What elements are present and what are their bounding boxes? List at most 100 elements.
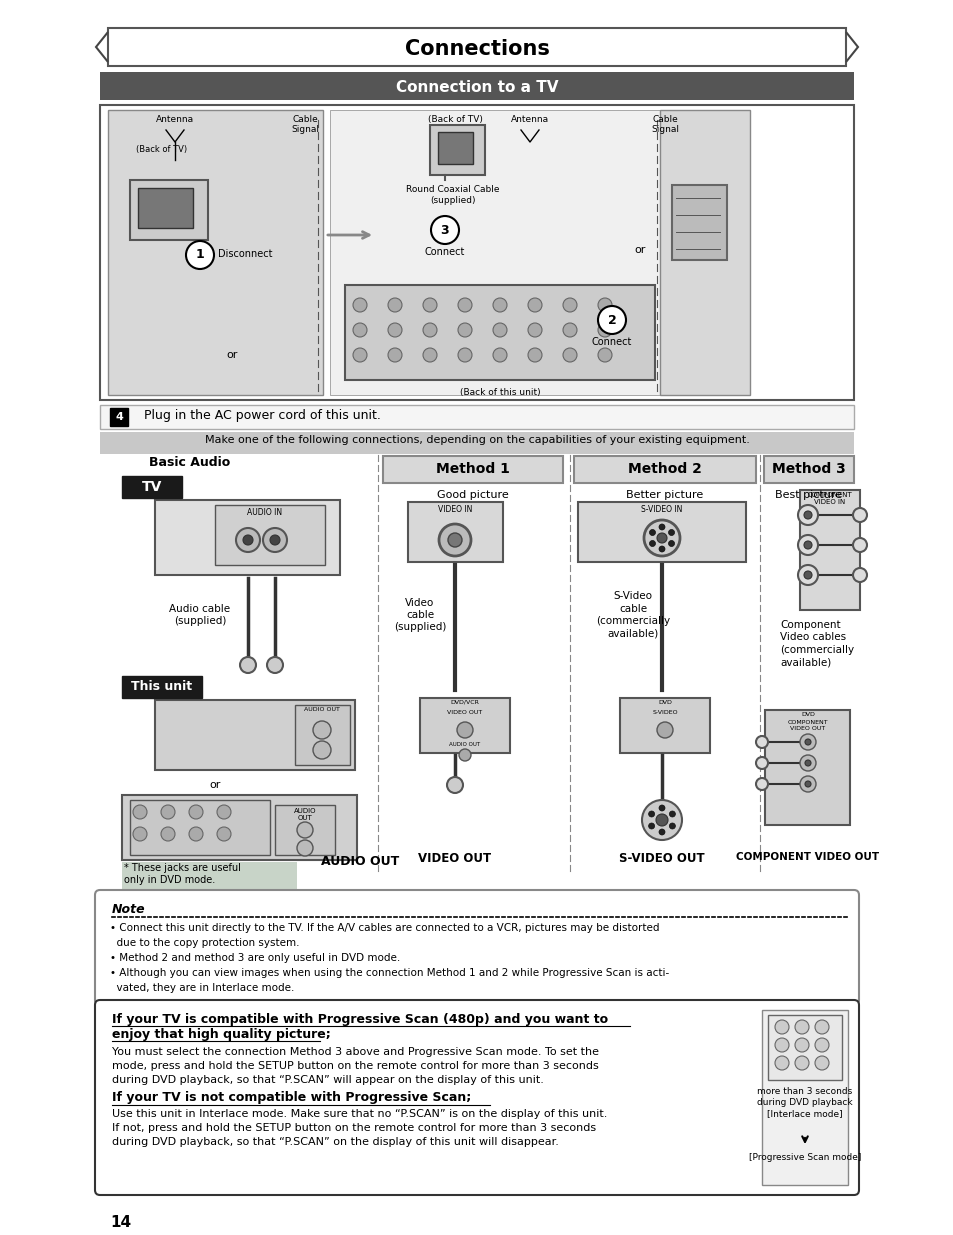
Circle shape	[527, 324, 541, 337]
Bar	[764, 710, 849, 825]
Circle shape	[216, 805, 231, 819]
Circle shape	[270, 535, 280, 545]
Bar	[763, 456, 853, 483]
Text: enjoy that high quality picture;: enjoy that high quality picture;	[112, 1028, 331, 1041]
Text: DVD/VCR: DVD/VCR	[450, 700, 479, 705]
Text: Audio cable
(supplied): Audio cable (supplied)	[170, 604, 231, 626]
Circle shape	[803, 571, 811, 579]
Text: You must select the connection Method 3 above and Progressive Scan mode. To set : You must select the connection Method 3 …	[112, 1047, 598, 1057]
Circle shape	[353, 298, 367, 312]
Text: AUDIO IN: AUDIO IN	[247, 508, 282, 517]
Bar	[619, 698, 709, 753]
Text: mode, press and hold the SETUP button on the remote control for more than 3 seco: mode, press and hold the SETUP button on…	[112, 1061, 598, 1071]
Text: AUDIO
OUT: AUDIO OUT	[294, 808, 315, 821]
Circle shape	[852, 538, 866, 552]
Circle shape	[388, 298, 401, 312]
Circle shape	[562, 298, 577, 312]
Text: Round Coaxial Cable
(supplied): Round Coaxial Cable (supplied)	[406, 185, 499, 205]
Circle shape	[296, 840, 313, 856]
Circle shape	[656, 814, 667, 826]
Bar	[430, 125, 484, 175]
Circle shape	[800, 755, 815, 771]
Circle shape	[422, 348, 436, 362]
Text: Better picture: Better picture	[626, 490, 703, 500]
Circle shape	[235, 529, 260, 552]
Text: 14: 14	[110, 1215, 131, 1230]
FancyBboxPatch shape	[95, 890, 858, 1005]
Bar	[154, 700, 355, 769]
Text: Video
cable
(supplied): Video cable (supplied)	[394, 598, 446, 632]
Text: or: or	[209, 781, 220, 790]
Circle shape	[388, 348, 401, 362]
Circle shape	[263, 529, 287, 552]
Circle shape	[132, 827, 147, 841]
Bar	[100, 405, 853, 429]
Text: or: or	[634, 245, 645, 254]
Circle shape	[457, 324, 472, 337]
Circle shape	[797, 564, 817, 585]
Circle shape	[803, 541, 811, 550]
Circle shape	[852, 568, 866, 582]
Text: AUDIO OUT: AUDIO OUT	[449, 742, 480, 747]
Circle shape	[562, 324, 577, 337]
Text: * These jacks are useful
only in DVD mode.: * These jacks are useful only in DVD mod…	[124, 863, 240, 885]
Bar	[382, 456, 562, 483]
Circle shape	[243, 535, 253, 545]
Bar	[122, 676, 202, 698]
Circle shape	[659, 805, 664, 811]
Bar	[330, 110, 700, 395]
Text: S-Video
cable
(commercially
available): S-Video cable (commercially available)	[596, 592, 669, 638]
Circle shape	[438, 524, 471, 556]
Circle shape	[493, 348, 506, 362]
Bar	[122, 795, 356, 860]
Text: Make one of the following connections, depending on the capabilities of your exi: Make one of the following connections, d…	[204, 435, 749, 445]
Circle shape	[659, 546, 664, 552]
Text: or: or	[226, 350, 237, 359]
Text: S-VIDEO: S-VIDEO	[652, 710, 677, 715]
Text: during DVD playback, so that “P.SCAN” will appear on the display of this unit.: during DVD playback, so that “P.SCAN” wi…	[112, 1074, 543, 1086]
Bar	[294, 705, 350, 764]
Circle shape	[598, 298, 612, 312]
Text: (Back of this unit): (Back of this unit)	[459, 388, 539, 396]
Circle shape	[794, 1020, 808, 1034]
Text: Connections: Connections	[404, 40, 549, 59]
Text: 2: 2	[607, 314, 616, 326]
Circle shape	[161, 827, 174, 841]
Text: • Method 2 and method 3 are only useful in DVD mode.: • Method 2 and method 3 are only useful …	[110, 953, 400, 963]
Circle shape	[803, 511, 811, 519]
Bar	[408, 501, 502, 562]
Bar	[122, 862, 296, 894]
Circle shape	[422, 298, 436, 312]
Bar	[659, 110, 749, 395]
Text: If your TV is not compatible with Progressive Scan;: If your TV is not compatible with Progre…	[112, 1091, 471, 1104]
Circle shape	[659, 524, 664, 530]
Text: DVD: DVD	[658, 700, 671, 705]
Bar	[108, 28, 845, 65]
Circle shape	[456, 722, 473, 739]
Circle shape	[657, 534, 666, 543]
Circle shape	[189, 805, 203, 819]
Bar	[110, 408, 128, 426]
Circle shape	[852, 508, 866, 522]
Text: Antenna: Antenna	[155, 115, 193, 124]
Text: Component
Video cables
(commercially
available): Component Video cables (commercially ava…	[780, 620, 853, 667]
Text: COMPONENT
VIDEO OUT: COMPONENT VIDEO OUT	[787, 720, 827, 731]
Text: COMPONENT VIDEO OUT: COMPONENT VIDEO OUT	[736, 852, 879, 862]
Text: Best picture: Best picture	[775, 490, 841, 500]
Circle shape	[649, 541, 655, 547]
Circle shape	[755, 757, 767, 769]
Circle shape	[668, 530, 674, 536]
Circle shape	[267, 657, 283, 673]
Circle shape	[422, 324, 436, 337]
Circle shape	[562, 348, 577, 362]
FancyBboxPatch shape	[95, 1000, 858, 1195]
Circle shape	[493, 298, 506, 312]
Circle shape	[804, 781, 810, 787]
Text: [Progressive Scan mode]: [Progressive Scan mode]	[748, 1153, 861, 1162]
Circle shape	[800, 776, 815, 792]
Circle shape	[774, 1056, 788, 1070]
Circle shape	[643, 520, 679, 556]
Circle shape	[216, 827, 231, 841]
Bar	[800, 490, 859, 610]
Circle shape	[814, 1020, 828, 1034]
